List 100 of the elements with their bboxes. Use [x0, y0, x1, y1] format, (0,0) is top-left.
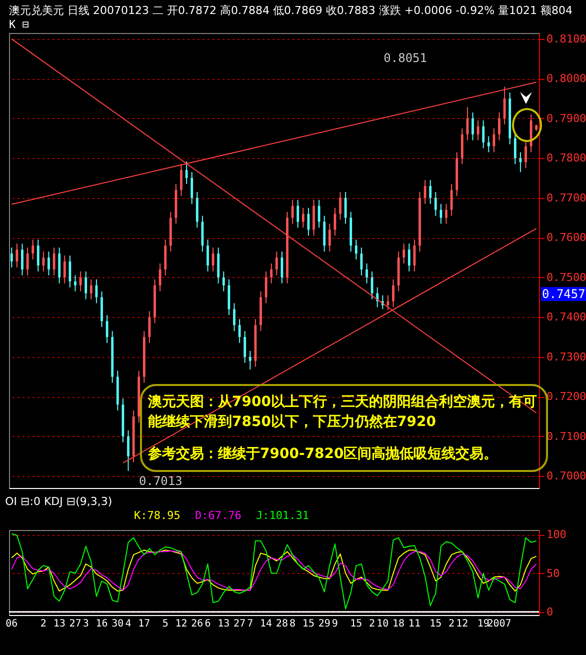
candlestick [472, 112, 474, 141]
y-tick-label: 50 [546, 566, 560, 580]
x-tick-label: 15 [430, 618, 442, 630]
x-tick-label: 15 [350, 618, 362, 630]
candlestick [402, 243, 406, 264]
x-tick-label: 2007 [487, 618, 512, 630]
candlestick [238, 318, 241, 344]
candlestick [10, 247, 13, 268]
candlestick [392, 278, 394, 308]
y-tick-label: 0.7700 [546, 191, 586, 204]
candlestick [370, 270, 374, 300]
candlestick [275, 251, 278, 276]
candlestick [354, 239, 358, 260]
annotation: 0.8051 [384, 51, 427, 65]
candlestick [158, 262, 162, 292]
x-tick-label: 2 [448, 618, 455, 630]
x-tick-label: 2 [369, 618, 376, 630]
x-tick-label: 7 [247, 618, 254, 630]
candlestick [222, 270, 225, 292]
chart-title: OI ⊟:0 KDJ ⊟(9,3,3) [5, 495, 112, 508]
candlestick [328, 223, 331, 252]
candlestick [408, 243, 410, 272]
line-series [11, 533, 537, 610]
candlestick [366, 262, 368, 284]
candlestick [302, 207, 304, 228]
candlestick [206, 239, 209, 272]
candlestick [79, 270, 82, 292]
x-tick-label: 13 [53, 618, 66, 630]
chart-subtitle: K ⊟ [9, 18, 30, 31]
candlestick [212, 247, 214, 272]
y-tick-label: 0 [546, 605, 554, 618]
candlestick [476, 120, 480, 141]
candlestick [460, 128, 464, 165]
x-tick-label: 8 [290, 618, 296, 630]
x-tick-label: 30 [112, 618, 124, 630]
x-tick-label: 15 [302, 618, 314, 630]
y-tick-label: 0.7300 [546, 350, 586, 364]
candlestick [196, 191, 198, 228]
y-tick-label: 0.7500 [546, 270, 586, 284]
text: D:67.76 [195, 509, 242, 522]
x-tick-label: 27 [234, 618, 246, 630]
y-tick-label: 0.7600 [546, 231, 586, 244]
x-tick-label: 26 [191, 618, 204, 630]
x-tick-label: 19 [477, 618, 490, 630]
candlestick [127, 430, 130, 472]
candlestick [100, 290, 103, 328]
x-tick-label: 2 [40, 618, 46, 630]
x-tick-label: 17 [138, 618, 150, 630]
x-tick-label: 12 [175, 618, 188, 630]
candlestick [498, 112, 500, 141]
candlestick [164, 239, 167, 276]
annotation: 0.7013 [139, 474, 182, 488]
x-tick-label: 10 [376, 618, 389, 630]
x-tick-label: 4 [125, 618, 132, 630]
candlestick [58, 247, 61, 284]
x-tick-label: 29 [318, 618, 330, 630]
y-tick-label: 0.7900 [546, 112, 586, 125]
y-tick-label: 100 [546, 528, 566, 542]
x-tick-label: 18 [392, 618, 405, 630]
x-tick-label: 28 [276, 618, 288, 630]
candlestick [339, 191, 342, 220]
y-tick-label: 0.7100 [546, 430, 586, 443]
x-tick-label: 12 [456, 618, 468, 630]
candlestick [323, 215, 326, 252]
candlestick [63, 255, 66, 284]
y-tick-label: 0.8100 [546, 32, 586, 46]
x-tick-label: 13 [218, 618, 230, 630]
candlestick [74, 274, 76, 292]
candlestick [106, 314, 108, 344]
candlestick [26, 247, 29, 276]
candlestick [270, 262, 273, 284]
x-tick-label: 14 [260, 618, 272, 630]
candlestick [312, 199, 315, 236]
candlestick [318, 199, 320, 228]
candlestick [344, 191, 347, 224]
chart-title: 澳元兑美元 日线 20070123 二 开0.7872 高0.7884 低0.7869 收0.7883 涨跌 +0.0006 -0.92% 量1021 额804 [9, 4, 573, 17]
candlestick [264, 270, 268, 304]
y-tick-label: 0.8000 [546, 72, 586, 86]
x-tick-label: 06 [6, 618, 18, 630]
candlestick [248, 350, 252, 370]
candlestick [424, 180, 426, 204]
candlestick [244, 330, 246, 364]
x-tick-label: 27 [69, 618, 82, 630]
candlestick [190, 172, 194, 204]
candlestick [36, 239, 40, 272]
series-label: J:101.31 [256, 509, 309, 522]
x-tick-label: 5 [162, 618, 168, 630]
candlestick [429, 180, 432, 204]
candlestick [32, 239, 34, 260]
candlestick [503, 86, 506, 125]
candlestick [487, 136, 490, 153]
candlestick [524, 140, 527, 169]
candlestick [185, 160, 188, 185]
candlestick [445, 203, 448, 224]
x-tick-label: 9 [332, 618, 338, 630]
y-tick-label: 0.7200 [546, 390, 586, 404]
candlestick [48, 251, 50, 276]
candlestick [180, 164, 182, 196]
candlestick [84, 270, 88, 300]
candlestick [450, 184, 453, 216]
